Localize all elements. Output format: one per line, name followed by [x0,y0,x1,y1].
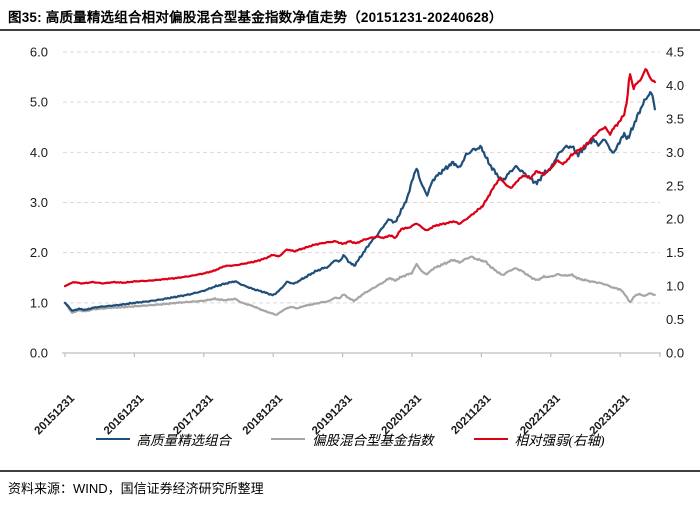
portfolio-line [63,91,656,312]
svg-text:0.0: 0.0 [30,346,48,361]
legend-item-index: 偏股混合型基金指数 [271,429,434,449]
source-note: 资料来源：WIND，国信证券经济研究所整理 [8,481,264,496]
figure-title: 图35: 高质量精选组合相对偏股混合型基金指数净值走势（20151231-202… [8,10,503,25]
svg-text:1.5: 1.5 [666,245,684,260]
svg-text:4.5: 4.5 [666,45,684,60]
svg-text:2.0: 2.0 [30,245,48,260]
svg-text:5.0: 5.0 [30,95,48,110]
right-axis-labels: 0.0 0.5 1.0 1.5 2.0 2.5 3.0 3.5 4.0 4.5 [666,45,684,361]
legend-item-label: 相对强弱(右轴) [514,433,605,448]
legend-line-swatch [271,437,305,441]
svg-text:6.0: 6.0 [30,45,48,60]
legend-item-portfolio: 高质量精选组合 [95,429,232,449]
source-divider-rule [0,470,700,472]
x-axis [62,352,661,357]
legend-line-swatch [473,437,508,441]
chart-legend: 高质量精选组合 偏股混合型基金指数 相对强弱(右轴) [0,429,700,449]
svg-text:4.0: 4.0 [30,145,48,160]
svg-text:3.5: 3.5 [666,111,684,126]
title-divider-rule [0,29,700,31]
left-axis-labels: 0.0 1.0 2.0 3.0 4.0 5.0 6.0 [30,45,48,361]
legend-item-label: 偏股混合型基金指数 [312,433,434,448]
svg-text:1.0: 1.0 [30,295,48,310]
index-line [63,255,656,316]
svg-text:0.0: 0.0 [666,346,684,361]
legend-line-swatch [95,437,130,441]
svg-text:4.0: 4.0 [666,78,684,93]
legend-item-label: 高质量精选组合 [136,433,232,448]
svg-text:1.0: 1.0 [666,279,684,294]
relative-line [63,68,656,288]
svg-text:2.5: 2.5 [666,178,684,193]
svg-text:3.0: 3.0 [666,145,684,160]
gridlines [63,51,660,304]
svg-text:0.5: 0.5 [666,312,684,327]
svg-text:2.0: 2.0 [666,212,684,227]
svg-text:3.0: 3.0 [30,195,48,210]
legend-item-relative: 相对强弱(右轴) [473,429,605,449]
